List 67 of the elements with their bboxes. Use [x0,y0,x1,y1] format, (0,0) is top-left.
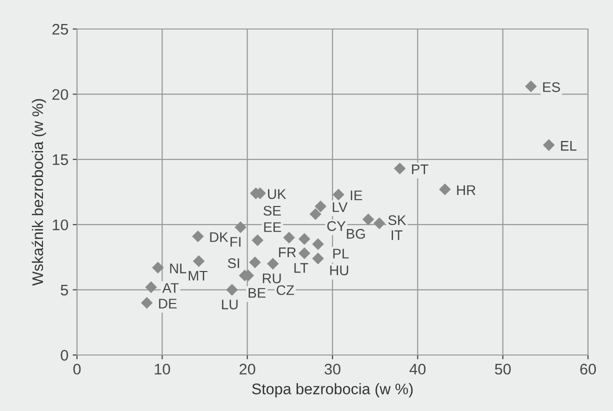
y-axis-title: Wskaźnik bezrobocia (w %) [32,99,46,286]
y-tick-label: 5 [60,284,68,296]
annotation: HU [330,266,348,276]
annotation: UK [268,189,286,199]
point [249,256,261,268]
x-tick-label: 40 [410,364,426,375]
annotation: DK [210,232,228,242]
annotation: HR [457,185,476,195]
point [362,213,374,226]
y-tick-label: 20 [52,89,68,100]
x-tick-label: 50 [494,364,511,375]
point [373,217,386,230]
annotation: LU [222,300,238,310]
annotation: EE [264,222,282,232]
annotation: MT [188,271,208,281]
y-tick-label: 0 [60,350,68,361]
annotation: SK [388,215,406,226]
point [192,230,204,242]
point [542,139,555,151]
point [298,247,310,260]
y-tick-label: 10 [52,219,68,230]
annotation: EL [561,141,576,151]
point [145,281,157,294]
annotation: LV [332,202,348,212]
y-tick-label: 25 [52,24,68,35]
point [312,252,324,264]
annotation: AT [162,283,179,293]
annotation: NL [170,264,186,274]
annotation: FR [279,248,296,258]
point [310,208,322,220]
annotation: ES [543,82,560,92]
point [525,80,537,92]
annotation: LT [294,263,308,273]
annotation: PL [333,248,349,258]
point [439,184,451,196]
x-tick-label: 0 [73,364,81,375]
point [314,200,326,212]
point [152,262,164,274]
point [192,255,205,268]
annotation: IE [350,190,362,200]
annotation: CY [327,221,346,231]
annotation: PT [412,164,428,174]
x-tick-label: 20 [240,364,256,375]
point [332,188,344,200]
x-tick-label: 10 [154,364,170,375]
point [234,221,246,234]
annotation: RU [262,274,281,284]
point [226,284,238,296]
point [140,296,153,309]
point [298,233,310,245]
annotation: DE [159,298,177,308]
annotation: IT [392,230,402,240]
point [394,162,406,174]
annotation: BG [346,228,365,239]
point [252,234,264,246]
x-tick-label: 60 [580,364,596,375]
annotation: SE [264,206,281,216]
point [312,238,324,250]
annotation: BE [248,288,266,298]
annotation: SI [228,258,240,268]
x-axis-title: Stopa bezrobocia (w %) [252,383,413,398]
point [283,232,295,244]
point [266,258,279,270]
annotation: CZ [276,285,294,296]
annotation: FI [230,237,240,247]
y-tick-label: 15 [52,154,68,166]
x-tick-label: 30 [324,364,340,375]
